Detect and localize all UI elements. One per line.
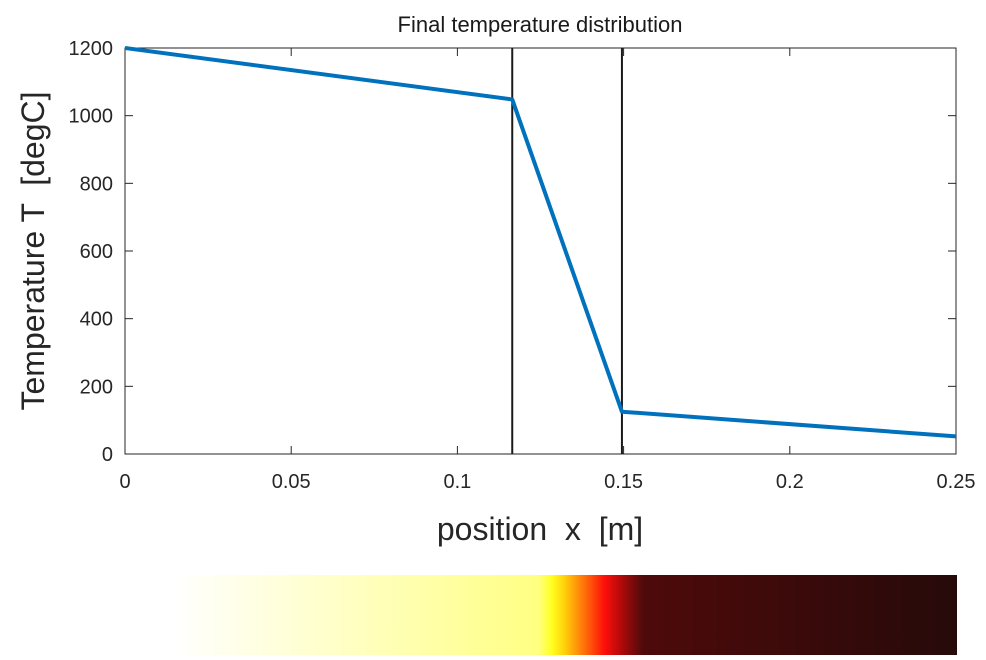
x-tick-label: 0.05 <box>272 471 311 493</box>
chart-title: Final temperature distribution <box>398 12 683 37</box>
x-tick-label: 0.25 <box>937 471 976 493</box>
plot-frame <box>125 48 956 454</box>
x-tick-label: 0.2 <box>776 471 804 493</box>
x-tick-label: 0.1 <box>443 471 471 493</box>
x-tick-label: 0.15 <box>604 471 643 493</box>
x-tick-label: 0 <box>119 471 130 493</box>
y-tick-label: 200 <box>80 376 113 398</box>
y-tick-label: 1200 <box>69 38 114 60</box>
x-axis-label: position x [m] <box>437 511 643 547</box>
y-tick-label: 600 <box>80 241 113 263</box>
y-tick-label: 400 <box>80 309 113 331</box>
y-tick-label: 1000 <box>69 106 114 128</box>
y-axis-label: Temperature T [degC] <box>15 92 51 411</box>
y-tick-label: 0 <box>102 444 113 466</box>
temperature-colorbar <box>173 575 957 655</box>
y-tick-label: 800 <box>80 173 113 195</box>
